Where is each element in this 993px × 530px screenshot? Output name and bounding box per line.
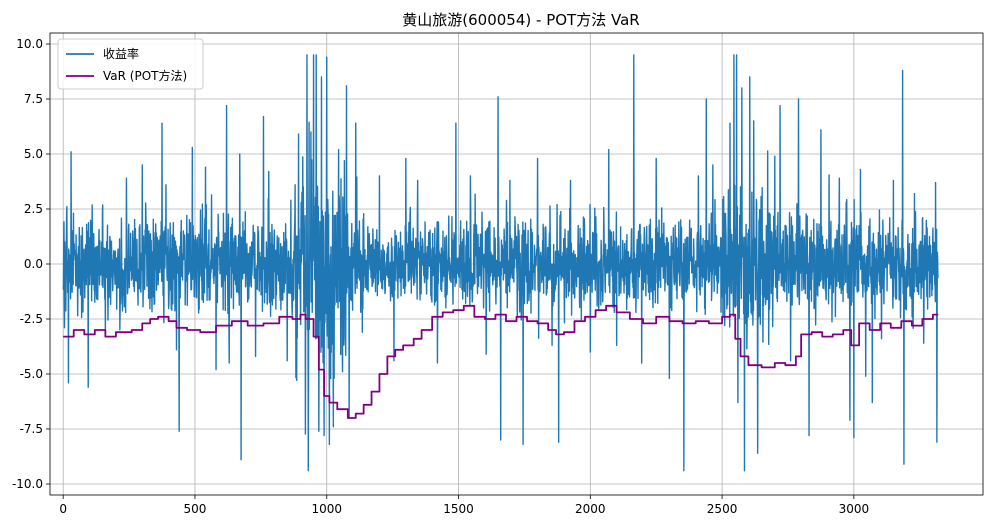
y-tick-label: 0.0 xyxy=(24,257,43,271)
x-tick-label: 2500 xyxy=(707,502,738,516)
y-tick-label: -2.5 xyxy=(20,312,43,326)
x-tick-label: 1500 xyxy=(443,502,474,516)
x-tick-label: 3000 xyxy=(839,502,870,516)
legend-box xyxy=(57,38,204,90)
returns-series-line xyxy=(62,54,939,472)
y-tick-label: 5.0 xyxy=(24,147,43,161)
y-tick-label: 2.5 xyxy=(24,202,43,216)
x-tick-label: 500 xyxy=(184,502,207,516)
x-tick-label: 1000 xyxy=(311,502,342,516)
y-tick-label: -5.0 xyxy=(20,367,43,381)
axes: 0 500 1000 1500 2000 2500 3000 10.0 7.5 5.0 2.5 0.0… xyxy=(12,32,984,516)
chart-title: 黄山旅游(600054) - POT方法 VaR xyxy=(402,11,639,29)
legend-label: VaR (POT方法) xyxy=(103,68,187,83)
y-tick-label: -10.0 xyxy=(12,477,43,491)
var-series-line xyxy=(63,304,939,419)
y-tick-label: 7.5 xyxy=(24,92,43,106)
x-tick-label: 0 xyxy=(59,502,67,516)
legend: 收益率 VaR (POT方法) xyxy=(57,38,204,90)
y-tick-label: 10.0 xyxy=(16,37,43,51)
plot-area xyxy=(62,54,939,472)
x-tick-label: 2000 xyxy=(575,502,606,516)
legend-label: 收益率 xyxy=(103,46,139,61)
y-tick-label: -7.5 xyxy=(20,422,43,436)
